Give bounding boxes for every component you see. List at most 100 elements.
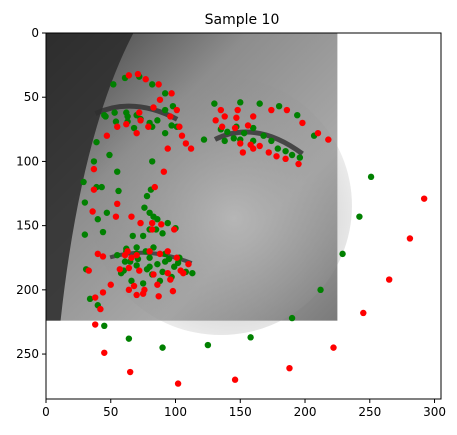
point-s1-76 — [94, 250, 102, 258]
point-s0-19 — [148, 81, 156, 88]
point-s0-112 — [274, 145, 282, 152]
x-tick-label: 200 — [294, 405, 317, 419]
point-s1-56 — [173, 254, 181, 261]
point-s1-87 — [176, 123, 183, 130]
point-s0-63 — [146, 254, 153, 261]
point-s1-96 — [282, 155, 289, 163]
point-s1-47 — [233, 114, 240, 121]
point-s0-1 — [81, 199, 89, 206]
point-s1-6 — [330, 344, 337, 351]
point-s1-74 — [107, 281, 114, 288]
point-s0-106 — [224, 128, 231, 136]
x-axis: 0 50 100 150 200 250 300 — [42, 399, 446, 419]
point-s1-41 — [123, 120, 130, 128]
plot-frame — [45, 32, 442, 400]
point-s0-49 — [114, 251, 121, 259]
point-s0-9 — [247, 334, 254, 341]
point-s1-85 — [156, 96, 164, 103]
point-s1-1 — [101, 349, 108, 356]
point-s1-63 — [116, 266, 124, 273]
point-s0-43 — [200, 136, 208, 143]
point-s1-88 — [178, 132, 186, 139]
point-s0-22 — [211, 100, 218, 107]
point-s0-0 — [80, 178, 87, 186]
point-s1-28 — [314, 129, 322, 137]
point-s1-29 — [325, 136, 332, 143]
point-s1-66 — [150, 271, 157, 278]
point-s0-105 — [174, 259, 182, 267]
point-s0-75 — [93, 138, 100, 146]
point-s1-60 — [154, 281, 161, 288]
point-s1-90 — [187, 145, 195, 152]
point-s1-82 — [169, 287, 177, 295]
point-s0-66 — [133, 262, 140, 269]
point-s0-29 — [148, 158, 156, 165]
point-s1-53 — [146, 248, 153, 255]
point-s0-70 — [94, 216, 102, 223]
point-s1-5 — [286, 364, 293, 372]
point-s1-65 — [136, 267, 143, 274]
point-s0-104 — [171, 263, 178, 270]
point-s0-26 — [294, 111, 301, 119]
point-s0-14 — [367, 173, 375, 181]
point-s1-12 — [89, 208, 96, 215]
point-s0-69 — [189, 269, 196, 277]
point-s1-95 — [273, 153, 280, 160]
point-s1-54 — [156, 250, 164, 258]
point-s1-94 — [265, 149, 272, 156]
point-s1-20 — [168, 90, 175, 97]
point-s1-25 — [268, 106, 275, 114]
x-tick-label: 150 — [229, 405, 252, 419]
point-s1-49 — [231, 124, 239, 132]
point-s1-35 — [137, 219, 144, 227]
point-s0-74 — [90, 158, 98, 165]
point-s1-68 — [177, 267, 184, 274]
point-s1-97 — [295, 160, 302, 168]
point-s0-4 — [86, 295, 94, 303]
point-s1-7 — [360, 309, 367, 317]
point-s1-59 — [167, 276, 174, 283]
point-s1-77 — [99, 253, 107, 260]
point-s0-36 — [159, 230, 166, 237]
point-s1-67 — [164, 269, 171, 277]
point-s0-101 — [154, 260, 161, 268]
point-s1-50 — [218, 123, 226, 130]
point-s1-0 — [92, 321, 99, 328]
point-s0-85 — [154, 117, 161, 124]
x-tick-label: 100 — [164, 405, 187, 419]
point-s1-30 — [164, 145, 171, 152]
point-s1-79 — [133, 291, 140, 299]
point-s1-81 — [155, 293, 162, 300]
point-s0-103 — [165, 255, 173, 263]
y-tick-label: 100 — [16, 154, 39, 168]
point-s0-115 — [296, 154, 304, 161]
point-s0-25 — [275, 103, 283, 110]
x-tick-label: 300 — [423, 405, 446, 419]
point-s1-38 — [171, 226, 178, 233]
point-s0-10 — [288, 314, 296, 322]
point-s0-114 — [288, 151, 296, 159]
point-s1-71 — [114, 200, 121, 207]
point-s0-94 — [164, 219, 171, 227]
point-s1-34 — [128, 213, 135, 220]
point-s1-91 — [237, 140, 244, 147]
point-s0-113 — [282, 147, 289, 155]
point-s0-42 — [112, 118, 120, 125]
point-s0-78 — [114, 168, 121, 175]
point-s0-86 — [161, 106, 169, 114]
point-s1-19 — [155, 81, 162, 88]
x-tick-label: 0 — [42, 405, 50, 419]
point-s1-37 — [158, 221, 165, 228]
point-s0-38 — [111, 109, 118, 116]
point-s0-107 — [230, 135, 237, 142]
point-s0-53 — [150, 244, 157, 251]
point-s0-76 — [98, 183, 105, 191]
point-s0-91 — [141, 204, 148, 211]
point-s1-86 — [167, 113, 174, 120]
point-s1-31 — [160, 168, 168, 175]
point-s0-6 — [125, 335, 133, 342]
point-s0-51 — [133, 244, 140, 251]
point-s1-64 — [125, 264, 133, 272]
point-s0-111 — [268, 137, 275, 145]
